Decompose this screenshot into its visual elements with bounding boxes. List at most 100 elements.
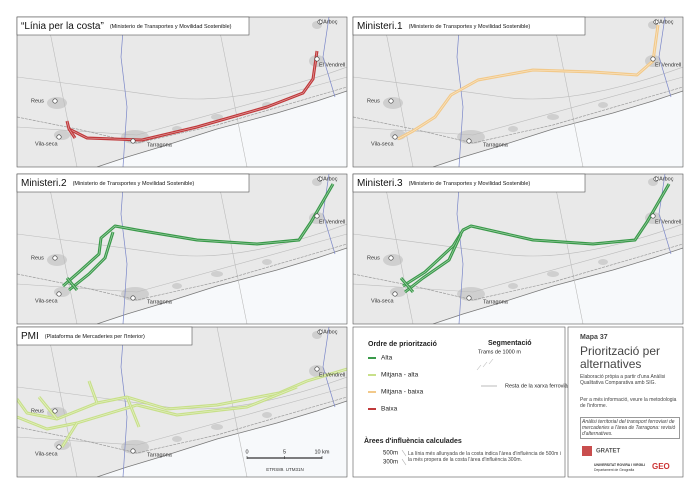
place-marker <box>388 255 394 261</box>
map-subtitle: (Ministerio de Transportes y Movilidad S… <box>409 181 531 187</box>
segment-sample <box>482 361 488 368</box>
road <box>46 17 78 167</box>
urban-area <box>547 114 559 120</box>
urban-area <box>598 259 608 265</box>
place-label: El Vendrell <box>655 62 681 68</box>
road <box>17 76 347 136</box>
place-label: L'Arboç <box>319 329 338 335</box>
place-label: Reus <box>367 98 380 104</box>
map-panel: L'Arboç El Vendrell Reus Vila-seca Tarragona… <box>16 16 348 168</box>
place-marker <box>52 98 58 104</box>
place-marker <box>466 138 472 144</box>
sea <box>433 248 683 324</box>
boundary <box>658 174 672 255</box>
info-more: Per a més informació, veure la metodolog… <box>580 397 677 409</box>
urban-area <box>598 102 608 108</box>
boundary <box>120 327 128 477</box>
place-label: Tarragona <box>147 452 173 458</box>
railway <box>17 86 347 144</box>
road <box>46 174 78 324</box>
coastline <box>96 247 347 324</box>
road <box>382 17 414 167</box>
boundary <box>322 17 336 98</box>
road <box>216 174 248 324</box>
place-label: Tarragona <box>147 299 173 305</box>
urban-area <box>172 283 182 289</box>
influence-text: La línia més allunyada de la costa indic… <box>408 451 561 463</box>
place-marker <box>130 295 136 301</box>
place-marker <box>317 176 323 182</box>
place-label: Tarragona <box>147 142 173 148</box>
map-body: L'Arboç El Vendrell Reus Vila-seca Tarragona <box>17 17 347 167</box>
route-core <box>402 183 670 287</box>
railway <box>17 396 347 454</box>
railway <box>17 243 347 301</box>
place-label: Vila-seca <box>371 141 394 147</box>
title-box <box>16 326 193 346</box>
urban-area <box>211 271 223 277</box>
place-marker <box>56 134 62 140</box>
road <box>353 233 683 293</box>
coastline <box>96 400 347 477</box>
urban-area <box>547 271 559 277</box>
route-core <box>66 277 78 291</box>
place-label: Vila-seca <box>35 298 58 304</box>
road <box>552 17 584 167</box>
route-core <box>61 422 78 448</box>
place-marker <box>314 213 320 219</box>
boundary <box>322 174 336 255</box>
title-box <box>16 173 250 193</box>
place-label: L'Arboç <box>319 19 338 25</box>
map-title: Ministeri.3 <box>357 178 403 189</box>
urban-area <box>262 412 272 418</box>
route-core <box>400 277 414 293</box>
urban-area <box>383 97 403 109</box>
place-label: Vila-seca <box>371 298 394 304</box>
boundary <box>120 174 128 324</box>
legend-label: Mitjana - alta <box>381 372 419 379</box>
place-marker <box>317 329 323 335</box>
influence-sample <box>401 449 407 457</box>
place-marker <box>466 295 472 301</box>
boundary <box>456 17 464 167</box>
boundary <box>322 327 336 408</box>
scale-label: 10 km <box>315 449 330 455</box>
route-core <box>404 233 462 293</box>
place-marker <box>650 56 656 62</box>
legend-box <box>352 326 566 478</box>
place-label: Reus <box>31 408 44 414</box>
boundary <box>120 17 128 167</box>
road <box>552 174 584 324</box>
route-core <box>68 128 76 139</box>
place-marker <box>388 98 394 104</box>
map-panel: L'Arboç El Vendrell Reus Vila-seca Tarragona… <box>352 16 684 168</box>
map-panel: L'Arboç El Vendrell Reus Vila-seca Tarragona… <box>16 173 348 325</box>
projection: ETRS89. UTM31N <box>266 467 304 472</box>
title-box <box>352 173 586 193</box>
place-label: Reus <box>31 255 44 261</box>
boundary <box>658 17 672 98</box>
segment-title: Segmentació <box>488 340 532 347</box>
place-marker <box>56 291 62 297</box>
road <box>382 174 414 324</box>
rail-label: Resta de la xarxa ferroviària <box>505 383 575 389</box>
place-label: Reus <box>367 255 380 261</box>
place-marker <box>314 366 320 372</box>
urban-area <box>383 254 403 266</box>
segment-label: Trams de 1000 m <box>478 349 521 355</box>
sea <box>97 248 347 324</box>
map-number: Mapa 37 <box>580 334 608 341</box>
road <box>17 386 347 446</box>
place-marker <box>56 444 62 450</box>
coastline <box>432 247 683 324</box>
road <box>353 76 683 136</box>
road <box>17 376 347 410</box>
logo-geo: GEO <box>652 462 670 471</box>
route-core <box>38 396 58 420</box>
map-body: L'Arboç El Vendrell Reus Vila-seca Tarragona <box>17 174 347 324</box>
info-source: Elaboració pròpia a partir d'una Anàlisi… <box>580 374 666 386</box>
logo-mark <box>582 446 592 456</box>
place-marker <box>653 19 659 25</box>
logo-university: UNIVERSITAT ROVIRA I VIRGILI <box>594 463 645 467</box>
